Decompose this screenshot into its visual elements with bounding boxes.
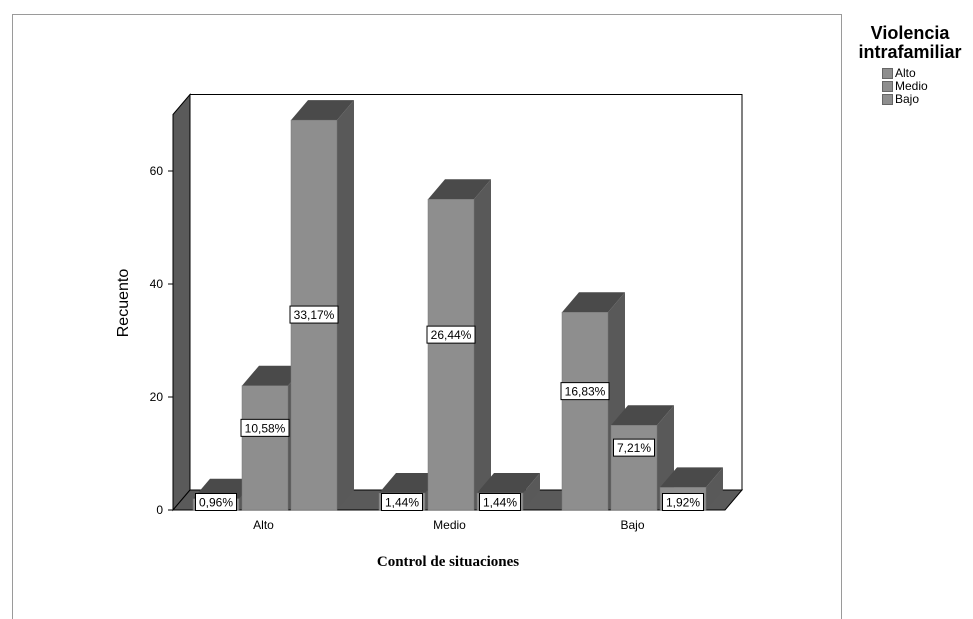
bar-chart: 0 20 40 60 Alto Medio Bajo 0,96% 10,58% 33,17% 1,… bbox=[115, 93, 744, 570]
data-label-box bbox=[613, 438, 655, 457]
bar bbox=[427, 199, 475, 511]
legend-swatch bbox=[882, 81, 893, 92]
bar bbox=[561, 312, 609, 511]
x-tick-label: Medio bbox=[433, 518, 466, 532]
bar-top bbox=[428, 179, 491, 200]
bar bbox=[610, 425, 658, 511]
data-label-box bbox=[662, 493, 704, 511]
legend-title: Violencia intrafamiliar bbox=[858, 23, 962, 62]
legend-swatch bbox=[882, 68, 893, 79]
bar-side bbox=[337, 100, 354, 511]
legend-list: Alto Medio Bajo bbox=[882, 67, 970, 106]
x-axis-title: Control de situaciones bbox=[377, 554, 519, 570]
legend-label: Bajo bbox=[895, 92, 920, 106]
y-tick-label: 60 bbox=[150, 164, 164, 178]
legend-item-alto: Alto bbox=[882, 67, 970, 80]
bar-top bbox=[660, 467, 723, 488]
legend: Violencia intrafamiliar Alto Medio Bajo bbox=[850, 24, 970, 106]
side-wall bbox=[172, 93, 191, 512]
y-tick-label: 40 bbox=[150, 277, 164, 291]
x-tick-label: Alto bbox=[253, 518, 274, 532]
data-label: 1,44% bbox=[385, 496, 419, 510]
data-label: 16,83% bbox=[565, 385, 606, 399]
legend-item-bajo: Bajo bbox=[882, 93, 970, 106]
data-label-box bbox=[289, 305, 339, 324]
data-label: 1,92% bbox=[666, 496, 700, 510]
data-label-box bbox=[560, 382, 610, 401]
bar-side bbox=[523, 473, 540, 510]
legend-label: Alto bbox=[895, 66, 916, 80]
data-label-box bbox=[479, 493, 521, 511]
bar-side bbox=[706, 467, 723, 510]
legend-item-medio: Medio bbox=[882, 80, 970, 93]
data-label-box bbox=[426, 325, 476, 344]
y-tick-label: 20 bbox=[150, 390, 164, 404]
y-tick-label: 0 bbox=[156, 503, 163, 517]
bar-top bbox=[562, 292, 625, 313]
data-label: 10,58% bbox=[245, 421, 286, 435]
data-label-box bbox=[195, 493, 237, 511]
bar bbox=[241, 385, 289, 511]
y-axis-title: Recuento bbox=[115, 269, 132, 338]
data-label: 33,17% bbox=[294, 308, 335, 322]
bar-top bbox=[611, 405, 674, 426]
legend-label: Medio bbox=[895, 79, 928, 93]
data-label-box bbox=[381, 493, 423, 511]
bar-top bbox=[477, 473, 540, 494]
bar-top bbox=[291, 100, 354, 121]
bar-side bbox=[474, 179, 491, 510]
data-label-box bbox=[240, 418, 290, 437]
data-label: 0,96% bbox=[199, 496, 233, 510]
chart-frame bbox=[12, 14, 842, 619]
data-label: 26,44% bbox=[431, 328, 472, 342]
legend-swatch bbox=[882, 94, 893, 105]
data-label: 1,44% bbox=[483, 496, 517, 510]
data-label: 7,21% bbox=[617, 441, 651, 455]
x-tick-label: Bajo bbox=[620, 518, 644, 532]
bar-top bbox=[242, 365, 305, 386]
bar-top bbox=[379, 473, 442, 494]
